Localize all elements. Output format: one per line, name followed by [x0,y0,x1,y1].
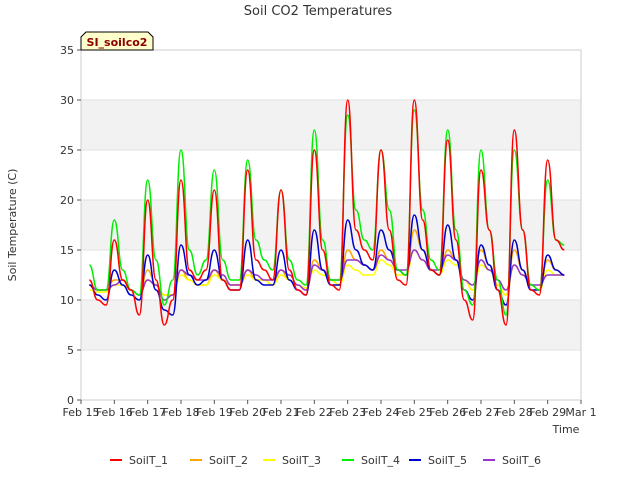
x-tick-label: Feb 17 [129,406,166,419]
legend-label: SoilT_2 [209,454,248,467]
x-tick-label: Feb 22 [296,406,333,419]
x-tick-label: Feb 16 [96,406,133,419]
x-tick-label: Feb 15 [63,406,100,419]
grid-band [81,100,581,150]
x-tick-label: Mar 1 [565,406,596,419]
y-tick-label: 30 [60,94,74,107]
series-line-soilt-4 [88,109,565,316]
x-tick-label: Feb 20 [229,406,266,419]
x-tick-label: Feb 26 [429,406,466,419]
x-tick-label: Feb 24 [363,406,400,419]
x-tick-label: Feb 28 [496,406,533,419]
grid-bands [81,49,581,401]
legend: SoilT_1 SoilT_2 SoilT_3 SoilT_4 SoilT_5 SoilT… [110,454,541,467]
plot-border [80,49,582,401]
y-tick-label: 0 [67,394,74,407]
legend-label: SoilT_5 [428,454,467,467]
station-label-box: SI_soilco2 [80,31,154,51]
x-tick-label: Feb 18 [163,406,200,419]
y-tick-label: 10 [60,294,74,307]
grid-band [81,150,581,200]
grid-band [81,250,581,300]
x-tick-label: Feb 23 [329,406,366,419]
grid-band [81,50,581,100]
series-line-soilt-1 [88,99,565,326]
x-tick-label: Feb 25 [396,406,433,419]
x-tick-label: Feb 19 [196,406,233,419]
y-axis-ticks: 0 5 10 15 20 25 30 35 [60,44,81,407]
x-tick-label: Feb 27 [463,406,500,419]
y-axis-label: Soil Temperature (C) [6,169,19,282]
grid-band [81,200,581,250]
y-tick-label: 5 [67,344,74,357]
grid-band [81,350,581,400]
legend-label: SoilT_3 [282,454,321,467]
x-axis-label: Time [552,423,580,436]
legend-label: SoilT_1 [129,454,168,467]
legend-label: SoilT_6 [502,454,541,467]
series-line-soilt-5 [89,214,565,316]
plot-frame [80,49,582,401]
station-label: SI_soilco2 [87,36,148,49]
y-tick-label: 20 [60,194,74,207]
series-lines [88,99,565,326]
y-tick-label: 25 [60,144,74,157]
legend-label: SoilT_4 [361,454,400,467]
x-tick-label: Feb 29 [529,406,566,419]
y-tick-label: 15 [60,244,74,257]
chart-title: Soil CO2 Temperatures [244,4,393,19]
y-tick-label: 35 [60,44,74,57]
x-tick-label: Feb 21 [263,406,300,419]
